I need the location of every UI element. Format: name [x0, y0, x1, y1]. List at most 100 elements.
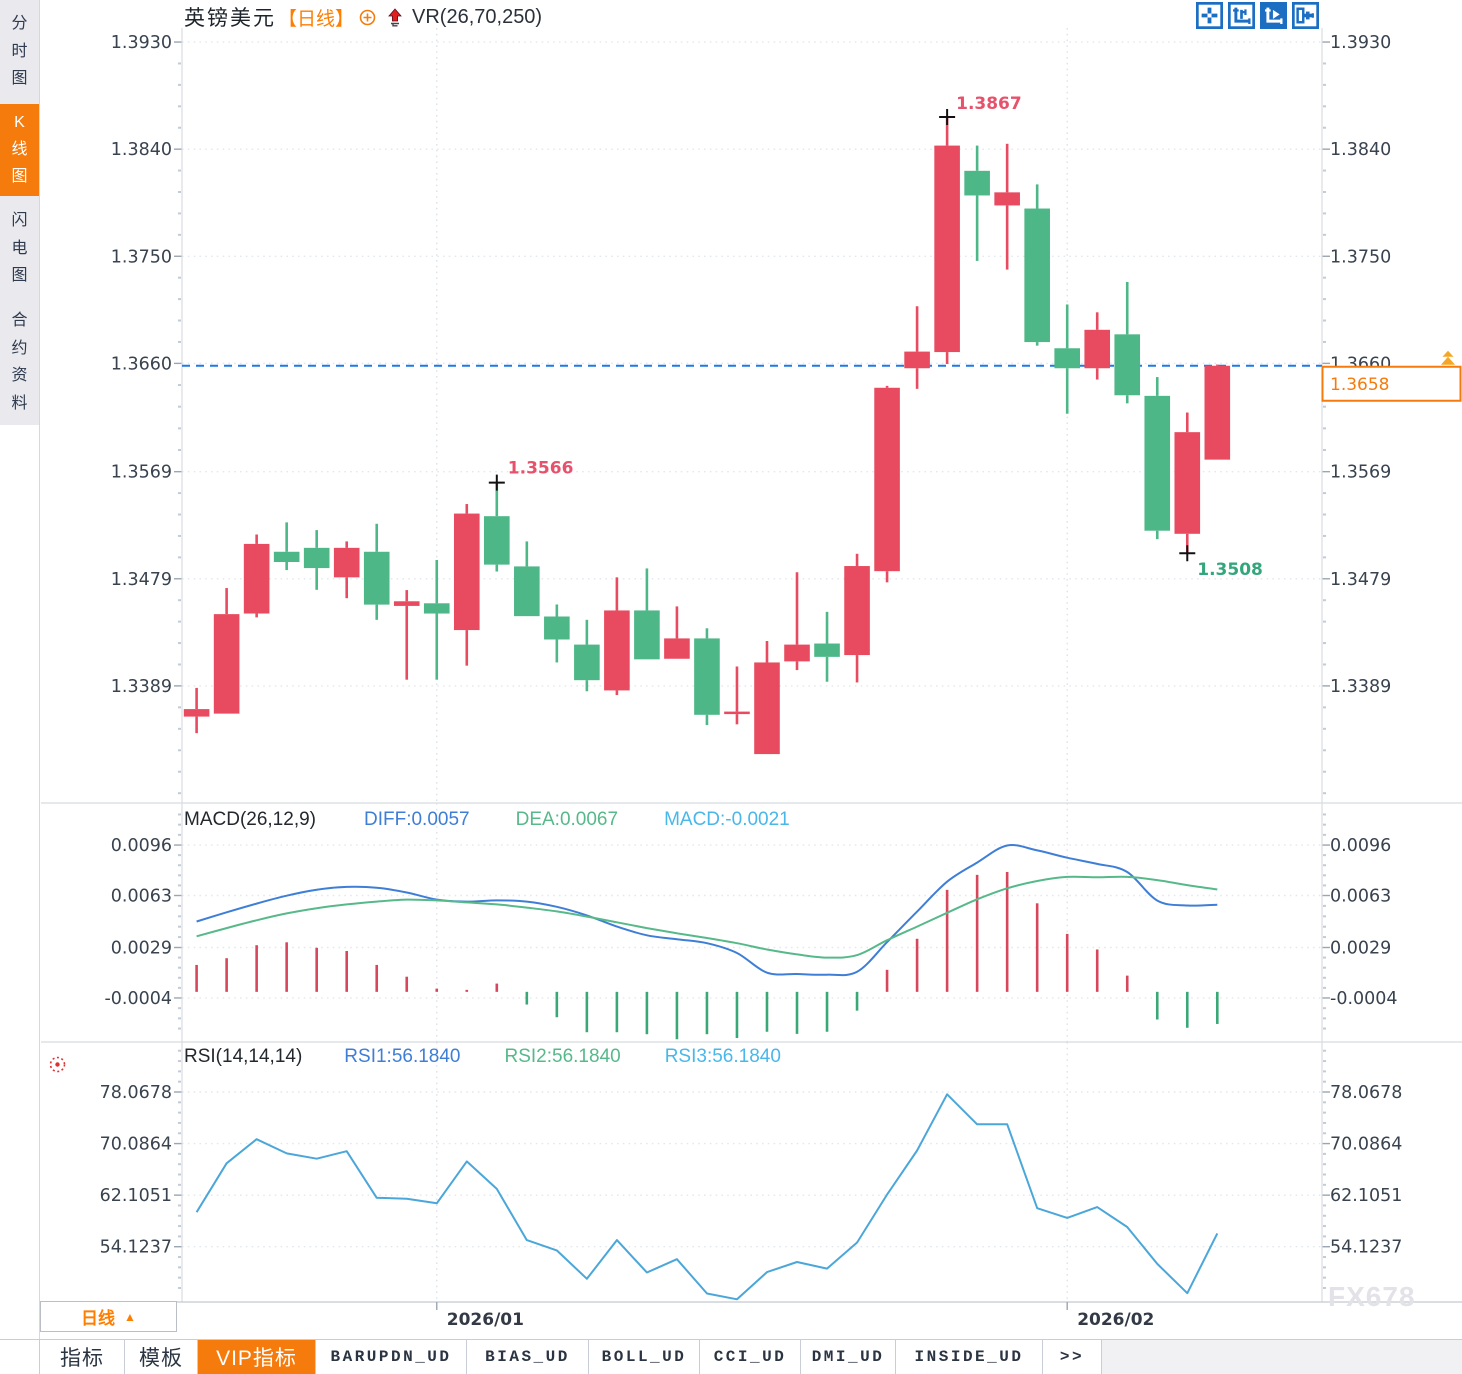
candle-24[interactable] [904, 351, 930, 369]
main-y-label-right: 1.3389 [1330, 677, 1391, 697]
rsi3-value: RSI3:56.1840 [664, 1046, 781, 1067]
last-price-tag-label: 1.3658 [1330, 375, 1389, 395]
rsi-y-label-left: 54.1237 [100, 1238, 172, 1258]
candle-16[interactable] [664, 638, 690, 659]
candle-14[interactable] [604, 610, 630, 691]
main-y-label-left: 1.3750 [111, 247, 172, 267]
candle-5[interactable] [333, 547, 360, 578]
bottom-tab-5[interactable]: BIAS_UD [467, 1340, 589, 1374]
cursor-cross-icon [1179, 545, 1196, 562]
date-label: 2026/02 [1077, 1310, 1154, 1330]
toolbar-crosshair-icon[interactable] [1196, 2, 1224, 30]
candle-13[interactable] [574, 644, 600, 681]
candle-18[interactable] [724, 711, 750, 715]
macd-dea-value: DEA:0.0067 [515, 809, 619, 830]
candle-9[interactable] [453, 513, 480, 631]
sidebar-tab-1[interactable]: 分时图 [11, 15, 28, 87]
rsi-y-label-left: 62.1051 [100, 1186, 172, 1206]
candle-4[interactable] [303, 547, 330, 569]
bottom-tab-3[interactable]: VIP指标 [198, 1340, 316, 1374]
candle-1[interactable] [213, 614, 240, 714]
rsi-line [195, 1093, 1219, 1301]
candle-31[interactable] [1114, 334, 1141, 396]
last-price-tag [1321, 365, 1462, 402]
macd-y-label-left: 0.0029 [111, 939, 172, 959]
macd-diff-value: DIFF:0.0057 [364, 809, 470, 830]
toolbar-axis-left-scale-filled-icon[interactable] [1260, 2, 1288, 30]
candle-2[interactable] [243, 543, 270, 614]
macd-header: MACD(26,12,9) DIFF:0.0057 DEA:0.0067 MACD:-… [184, 809, 836, 831]
candle-30[interactable] [1084, 329, 1111, 369]
main-y-label-left: 1.3660 [111, 354, 172, 374]
macd-dea-line [196, 875, 1218, 959]
candle-21[interactable] [814, 643, 840, 657]
annotation-1.3566: 1.3566 [508, 459, 574, 479]
rsi-gridlines [182, 1042, 1322, 1302]
candle-23[interactable] [874, 387, 900, 572]
period-tag: 【日线】 [278, 8, 355, 30]
bottom-tab-10[interactable]: >> [1043, 1340, 1102, 1374]
bottom-tab-9[interactable]: INSIDE_UD [896, 1340, 1043, 1374]
candle-19[interactable] [754, 662, 780, 755]
rsi-y-label-right: 62.1051 [1330, 1186, 1402, 1206]
symbol-title: 英镑美元 [184, 7, 276, 30]
rsi-title: RSI(14,14,14) [184, 1046, 303, 1067]
candle-15[interactable] [634, 610, 660, 660]
macd-title: MACD(26,12,9) [184, 809, 316, 830]
bottom-tab-7[interactable]: CCI_UD [700, 1340, 801, 1374]
candle-20[interactable] [784, 644, 810, 662]
candle-34[interactable] [1204, 365, 1231, 460]
candle-22[interactable] [844, 566, 870, 656]
candle-12[interactable] [544, 616, 570, 640]
main-y-label-right: 1.3930 [1330, 33, 1391, 53]
toolbar-axis-left-scale-icon[interactable] [1228, 2, 1256, 30]
rsi-settings-icon[interactable] [47, 1054, 68, 1080]
candle-25[interactable] [934, 145, 960, 353]
macd-histogram [195, 871, 1219, 1040]
sidebar-tab-3[interactable]: 闪电图 [11, 212, 28, 284]
sidebar-strip [0, 0, 39, 425]
main-y-label-right: 1.3569 [1330, 463, 1391, 483]
main-y-label-right: 1.3840 [1330, 140, 1391, 160]
candle-27[interactable] [994, 192, 1020, 206]
candle-0[interactable] [183, 709, 210, 717]
annotation-1.3508: 1.3508 [1197, 560, 1263, 580]
candle-6[interactable] [363, 551, 390, 605]
macd-y-label-right: 0.0096 [1330, 836, 1391, 856]
circle-plus-icon[interactable] [359, 9, 376, 26]
candle-3[interactable] [273, 551, 300, 563]
bottom-tab-4[interactable]: BARUPDN_UD [316, 1340, 467, 1374]
cursor-cross-icon [488, 474, 505, 491]
candle-29[interactable] [1054, 348, 1080, 369]
rsi-header: RSI(14,14,14) RSI1:56.1840 RSI2:56.1840 RSI… [184, 1046, 825, 1068]
bottom-tab-8[interactable]: DMI_UD [801, 1340, 896, 1374]
main-y-label-right: 1.3750 [1330, 247, 1391, 267]
bottom-tab-1[interactable]: 指标 [40, 1340, 125, 1374]
chart-titlebar: 英镑美元 【日线】 VR(26,70,250) [184, 5, 543, 31]
rsi2-value: RSI2:56.1840 [504, 1046, 621, 1067]
overlay-indicator-label: VR(26,70,250) [412, 5, 543, 28]
bottom-tab-2[interactable]: 模板 [125, 1340, 198, 1374]
candle-26[interactable] [964, 170, 990, 196]
toolbar-axis-right-scale-icon[interactable] [1292, 2, 1320, 30]
candle-10[interactable] [484, 516, 510, 565]
macd-y-label-left: 0.0063 [111, 887, 172, 907]
candle-17[interactable] [694, 638, 720, 715]
candle-8[interactable] [423, 603, 450, 614]
candle-33[interactable] [1174, 432, 1201, 534]
candle-32[interactable] [1144, 395, 1171, 531]
period-selector-button[interactable]: 日线 ▲ [40, 1301, 177, 1332]
bottom-tab-6[interactable]: BOLL_UD [589, 1340, 700, 1374]
candle-7[interactable] [393, 601, 420, 606]
macd-y-label-left: 0.0096 [111, 836, 172, 856]
red-up-arrow-icon[interactable] [386, 7, 404, 27]
price-marker-icon [1442, 350, 1454, 357]
candle-28[interactable] [1024, 208, 1050, 343]
rsi-y-label-left: 70.0864 [100, 1135, 172, 1155]
candle-11[interactable] [514, 566, 540, 617]
sidebar-tab-4[interactable]: 合约资料 [11, 312, 28, 412]
main-gridlines [182, 28, 1322, 803]
